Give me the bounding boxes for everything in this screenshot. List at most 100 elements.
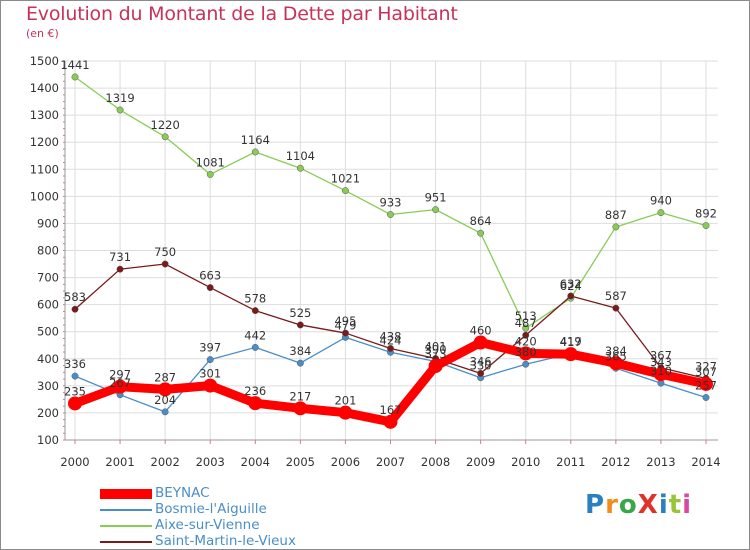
data-point-aixe-sur-vienne — [161, 133, 169, 141]
data-label-bosmie-l-aiguille: 424 — [380, 333, 402, 347]
x-tick-label: 2007 — [376, 455, 405, 469]
data-label-saint-martin-le-vieux: 587 — [605, 289, 627, 303]
data-label-beynac: 217 — [289, 389, 311, 403]
data-label-aixe-sur-vienne: 940 — [650, 194, 672, 208]
x-tick-label: 2002 — [151, 455, 180, 469]
data-point-saint-martin-le-vieux — [612, 304, 620, 312]
data-label-aixe-sur-vienne: 1441 — [60, 58, 89, 72]
data-point-aixe-sur-vienne — [251, 148, 259, 156]
y-tick-label: 300 — [37, 379, 59, 393]
y-tick-label: 100 — [37, 433, 59, 447]
data-label-aixe-sur-vienne: 624 — [560, 279, 582, 293]
data-point-saint-martin-le-vieux — [522, 331, 530, 339]
data-point-aixe-sur-vienne — [341, 187, 349, 195]
x-tick-label: 2009 — [466, 455, 495, 469]
y-tick-label: 1000 — [30, 189, 59, 203]
data-label-bosmie-l-aiguille: 310 — [650, 364, 672, 378]
data-label-aixe-sur-vienne: 1081 — [196, 155, 225, 169]
data-point-bosmie-l-aiguille — [206, 356, 214, 364]
data-label-aixe-sur-vienne: 933 — [380, 195, 402, 209]
x-tick-label: 2000 — [60, 455, 89, 469]
x-tick-label: 2004 — [241, 455, 270, 469]
data-label-saint-martin-le-vieux: 487 — [515, 316, 537, 330]
x-tick-label: 2006 — [331, 455, 360, 469]
data-point-saint-martin-le-vieux — [206, 284, 214, 292]
data-point-beynac — [428, 359, 443, 374]
data-point-beynac — [293, 401, 308, 416]
data-label-beynac: 236 — [244, 384, 266, 398]
y-tick-label: 800 — [37, 244, 59, 258]
data-point-bosmie-l-aiguille — [522, 360, 530, 368]
data-point-saint-martin-le-vieux — [71, 305, 79, 313]
data-label-aixe-sur-vienne: 951 — [425, 191, 447, 205]
data-label-beynac: 343 — [650, 355, 672, 369]
line-chart: 100 200 300 400 500 600 700 800 900 1000 1100 1200 1… — [30, 54, 721, 469]
legend-label: BEYNAC — [155, 485, 210, 501]
chart-title: Evolution du Montant de la Dette par Hab… — [26, 3, 458, 25]
y-tick-label: 1500 — [30, 54, 59, 68]
data-label-beynac: 307 — [695, 365, 717, 379]
legend-label: Aixe-sur-Vienne — [155, 517, 260, 533]
data-label-saint-martin-le-vieux: 367 — [650, 349, 672, 363]
data-point-beynac — [248, 396, 263, 411]
data-label-saint-martin-le-vieux: 750 — [154, 245, 176, 259]
data-label-aixe-sur-vienne: 513 — [515, 309, 537, 323]
data-label-bosmie-l-aiguille: 479 — [334, 318, 356, 332]
data-point-aixe-sur-vienne — [71, 73, 79, 81]
y-tick-label: 1200 — [30, 135, 59, 149]
data-point-aixe-sur-vienne — [296, 164, 304, 172]
data-label-saint-martin-le-vieux: 632 — [560, 277, 582, 291]
data-label-saint-martin-le-vieux: 731 — [109, 250, 131, 264]
data-label-bosmie-l-aiguille: 397 — [199, 341, 221, 355]
data-label-bosmie-l-aiguille: 267 — [109, 376, 131, 390]
data-point-saint-martin-le-vieux — [341, 329, 349, 337]
data-point-saint-martin-le-vieux — [567, 292, 575, 300]
data-point-saint-martin-le-vieux — [251, 307, 259, 315]
y-tick-label: 1100 — [30, 162, 59, 176]
data-point-beynac — [158, 382, 173, 397]
x-tick-label: 2001 — [105, 455, 134, 469]
data-label-bosmie-l-aiguille: 419 — [560, 335, 582, 349]
data-label-beynac: 297 — [109, 368, 131, 382]
data-label-saint-martin-le-vieux: 401 — [425, 340, 447, 354]
data-point-beynac — [473, 335, 488, 350]
data-label-aixe-sur-vienne: 892 — [695, 207, 717, 221]
legend-label: Saint-Martin-le-Vieux — [155, 533, 296, 549]
data-label-aixe-sur-vienne: 864 — [470, 214, 492, 228]
legend-swatch — [100, 489, 152, 499]
data-label-bosmie-l-aiguille: 380 — [515, 345, 537, 359]
data-label-bosmie-l-aiguille: 442 — [244, 328, 266, 342]
data-point-bosmie-l-aiguille — [702, 394, 710, 401]
x-tick-label: 2003 — [196, 455, 225, 469]
proxiti-logo: ProXiti — [585, 490, 693, 520]
data-label-beynac: 287 — [154, 370, 176, 384]
data-label-saint-martin-le-vieux: 663 — [199, 269, 221, 283]
data-point-beynac — [383, 414, 398, 429]
y-tick-label: 200 — [37, 406, 59, 420]
legend-swatch — [100, 509, 152, 511]
data-point-saint-martin-le-vieux — [161, 260, 169, 268]
data-point-beynac — [338, 405, 353, 420]
data-point-aixe-sur-vienne — [522, 324, 530, 332]
data-label-saint-martin-le-vieux: 346 — [470, 354, 492, 368]
data-label-aixe-sur-vienne: 1319 — [105, 91, 134, 105]
data-label-beynac: 384 — [605, 344, 627, 358]
data-point-aixe-sur-vienne — [432, 206, 440, 214]
data-label-aixe-sur-vienne: 887 — [605, 208, 627, 222]
data-point-beynac — [608, 356, 623, 371]
data-point-aixe-sur-vienne — [477, 229, 485, 237]
data-point-beynac — [518, 346, 533, 361]
data-label-saint-martin-le-vieux: 495 — [334, 314, 356, 328]
data-point-beynac — [563, 347, 578, 362]
x-tick-label: 2010 — [511, 455, 540, 469]
x-tick-label: 2008 — [421, 455, 450, 469]
data-label-bosmie-l-aiguille: 204 — [154, 393, 176, 407]
data-label-saint-martin-le-vieux: 438 — [380, 329, 402, 343]
data-point-saint-martin-le-vieux — [296, 321, 304, 329]
data-point-bosmie-l-aiguille — [296, 359, 304, 367]
data-point-beynac — [653, 367, 668, 382]
x-tick-label: 2014 — [691, 455, 720, 469]
legend-label: Bosmie-l'Aiguille — [155, 501, 267, 517]
chart-subtitle: (en €) — [26, 27, 59, 40]
data-label-bosmie-l-aiguille: 336 — [64, 357, 86, 371]
